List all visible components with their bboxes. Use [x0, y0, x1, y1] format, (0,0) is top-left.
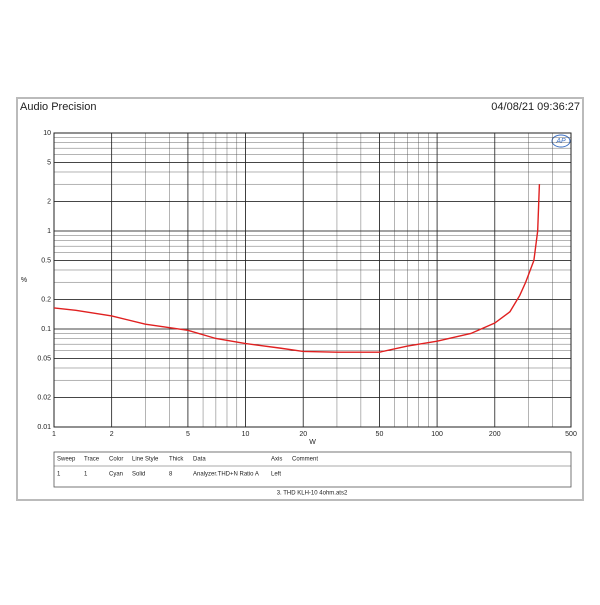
x-tick-label: 100 [431, 431, 443, 438]
x-tick-label: 10 [242, 431, 250, 438]
table-header: Sweep [57, 457, 76, 463]
table-header: Comment [292, 457, 318, 463]
logo: AP [555, 138, 566, 145]
y-tick-label: 5 [47, 159, 51, 166]
table-cell: Analyzer.THD+N Ratio A [193, 472, 259, 478]
y-tick-label: 2 [47, 198, 51, 205]
x-axis-label: W [309, 439, 316, 446]
x-tick-label: 1 [52, 431, 56, 438]
y-tick-label: 1 [47, 228, 51, 235]
y-tick-label: 0.2 [41, 296, 51, 303]
table-cell: 1 [84, 472, 88, 478]
caption: 3. THD KLH-10 4ohm.ats2 [277, 491, 348, 497]
x-tick-label: 200 [489, 431, 501, 438]
table-cell: Cyan [109, 472, 123, 478]
table-cell: 8 [169, 472, 173, 478]
header-title: Audio Precision [20, 101, 96, 113]
y-axis-label: % [21, 277, 27, 284]
table-box [53, 451, 572, 488]
timestamp: 04/08/21 09:36:27 [491, 101, 580, 113]
x-tick-label: 5 [186, 431, 190, 438]
x-tick-label: 500 [565, 431, 577, 438]
table-cell: Left [271, 472, 281, 478]
x-tick-label: 2 [110, 431, 114, 438]
table-header: Trace [84, 457, 100, 463]
y-tick-label: 0.01 [37, 424, 51, 431]
x-tick-label: 50 [376, 431, 384, 438]
y-tick-label: 0.5 [41, 257, 51, 264]
plot-border [53, 132, 572, 428]
table-header: Thick [169, 457, 184, 463]
data-line [53, 184, 541, 353]
table-cell: Solid [132, 472, 145, 478]
y-tick-label: 10 [43, 130, 51, 137]
x-tick-label: 20 [299, 431, 307, 438]
table-header: Color [109, 457, 123, 463]
table-header: Axis [271, 457, 282, 463]
frame [16, 97, 584, 501]
y-tick-label: 0.1 [41, 326, 51, 333]
table-header: Data [193, 457, 206, 463]
y-tick-label: 0.05 [37, 355, 51, 362]
table-cell: 1 [57, 472, 61, 478]
y-tick-label: 0.02 [37, 394, 51, 401]
logo-ring [551, 134, 571, 148]
table-header: Line Style [132, 457, 159, 463]
